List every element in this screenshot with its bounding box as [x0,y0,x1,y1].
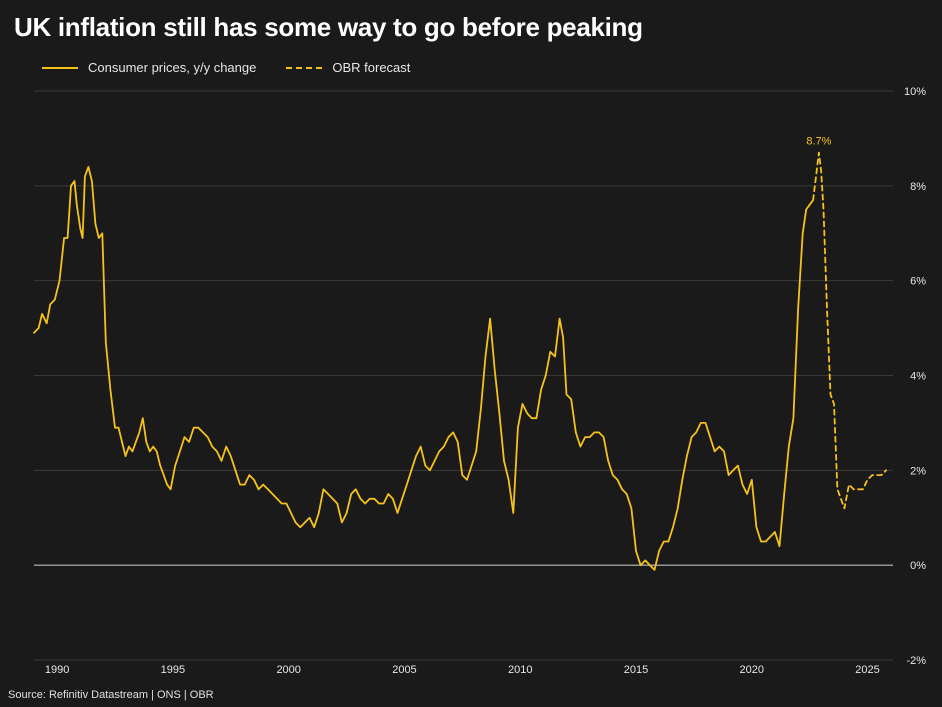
legend-label-consumer-prices: Consumer prices, y/y change [88,60,257,75]
x-tick-label: 2025 [855,664,879,676]
y-tick-label: -2% [906,655,926,667]
y-tick-label: 6% [910,276,926,288]
x-tick-label: 1990 [45,664,69,676]
y-tick-label: 8% [910,181,926,193]
x-tick-label: 2010 [508,664,532,676]
legend-swatch-solid [42,66,78,69]
y-tick-label: 10% [904,86,926,98]
x-tick-label: 2005 [392,664,416,676]
legend-item-obr-forecast: OBR forecast [286,60,410,75]
x-tick-label: 2020 [740,664,764,676]
source-note: Source: Refinitiv Datastream | ONS | OBR [8,689,214,701]
chart-title: UK inflation still has some way to go be… [14,12,643,42]
peak-annotation: 8.7% [806,136,831,148]
series-line-obr-forecast [812,151,887,510]
legend: Consumer prices, y/y change OBR forecast [42,60,440,75]
series-line-consumer-prices [33,166,814,571]
y-tick-label: 0% [910,560,926,572]
y-tick-label: 4% [910,371,926,383]
legend-swatch-dashed [286,66,323,69]
x-tick-label: 2015 [624,664,648,676]
y-tick-label: 2% [910,465,926,477]
legend-item-consumer-prices: Consumer prices, y/y change [42,60,256,75]
legend-label-obr-forecast: OBR forecast [332,60,411,75]
x-tick-label: 1995 [161,664,185,676]
x-tick-label: 2000 [276,664,300,676]
